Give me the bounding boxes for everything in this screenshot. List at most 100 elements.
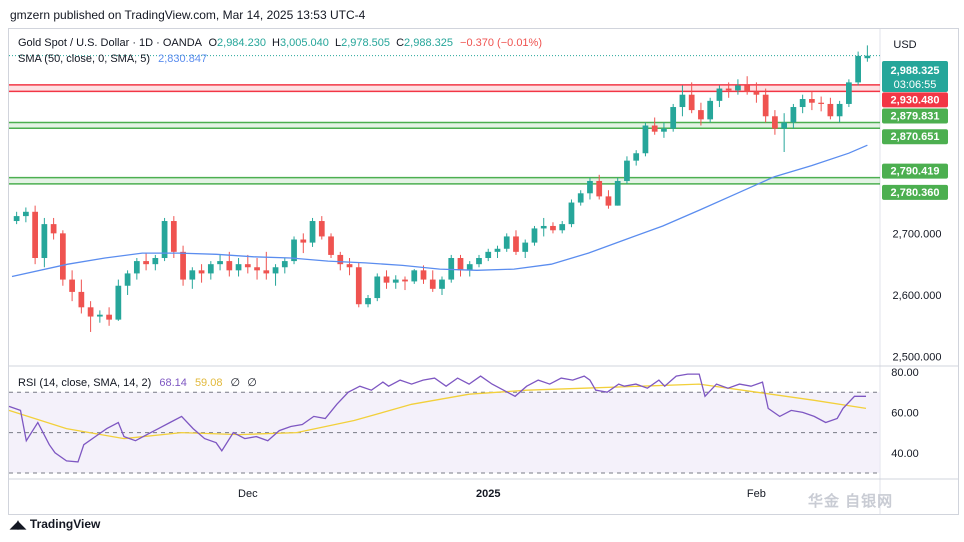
rsi-legend[interactable]: RSI (14, close, SMA, 14, 2) 68.14 59.08 … — [18, 377, 257, 389]
candle — [96, 310, 103, 323]
rsi-legend-label: RSI (14, close, SMA, 14, 2) — [18, 377, 151, 389]
candle — [143, 253, 149, 271]
candle — [411, 269, 418, 284]
zone-fill-2 — [9, 177, 880, 184]
svg-text:Gold Spot / U.S. Dollar · 1D ·: Gold Spot / U.S. Dollar · 1D · OANDA O2,… — [18, 37, 542, 49]
candle — [781, 113, 788, 153]
candle — [402, 276, 408, 291]
currency-label[interactable]: USD — [893, 39, 916, 51]
rsi-tick-label: 80.00 — [891, 367, 919, 379]
watermark-logo: 华金 自银网 — [808, 493, 894, 510]
candle — [744, 76, 751, 95]
rsi-tick-label: 40.00 — [891, 448, 919, 460]
sma-line — [11, 144, 868, 278]
candle — [476, 254, 482, 268]
candle — [494, 245, 501, 259]
candle — [69, 270, 75, 302]
zone-label-text: 2,870.651 — [891, 131, 940, 143]
zone-label-text: 2,790.419 — [891, 166, 940, 178]
main-legend[interactable]: Gold Spot / U.S. Dollar · 1D · OANDA O2,… — [18, 37, 542, 65]
rsi-na-2: ∅ — [247, 377, 257, 389]
candle — [244, 254, 251, 274]
candle — [50, 217, 57, 240]
zone-label-badge — [882, 92, 948, 108]
footer-brand-label: TradingView — [29, 517, 101, 531]
candle — [670, 103, 677, 132]
zone-label-badge — [882, 184, 948, 200]
candle — [651, 117, 658, 135]
change-value: −0.370 (−0.01%) — [460, 37, 542, 49]
candle — [633, 150, 640, 166]
rsi-line — [8, 373, 866, 463]
candle — [827, 97, 834, 120]
candle — [198, 264, 205, 283]
candle — [374, 273, 381, 302]
candle — [688, 82, 695, 114]
candle — [170, 216, 177, 259]
candle — [642, 122, 649, 157]
candle — [772, 110, 778, 135]
candle — [624, 156, 630, 185]
svg-text:RSI (14, close, SMA, 14, 2): RSI (14, close, SMA, 14, 2) 68.14 59.08 … — [18, 377, 257, 389]
candle — [605, 190, 612, 209]
zone-price-labels: 2,941.0322,930.4802,879.8312,870.6512,79… — [882, 70, 948, 200]
candle — [124, 270, 131, 295]
zone-label-badge — [882, 163, 948, 179]
price-tick-label: 2,700.000 — [893, 228, 942, 240]
candles-layer — [13, 45, 871, 332]
candle — [309, 217, 316, 247]
last-price-label: 2,988.325 — [891, 65, 940, 77]
last-price-badge — [882, 61, 948, 92]
candle — [568, 199, 575, 228]
candle — [846, 79, 852, 108]
rsi-legend-value: 68.14 — [159, 377, 187, 389]
candle — [559, 221, 566, 234]
candle — [614, 177, 621, 206]
candle — [180, 245, 186, 286]
candle — [263, 251, 270, 280]
candle — [679, 85, 686, 117]
candle — [346, 258, 353, 276]
candle — [32, 205, 38, 265]
high-value: 3,005.040 — [280, 37, 329, 49]
candle — [513, 230, 519, 255]
rsi-axis[interactable]: 40.00 60.00 80.00 — [891, 367, 919, 460]
candle — [365, 294, 371, 308]
candle — [485, 248, 492, 262]
candle — [725, 82, 732, 98]
low-value: 2,978.505 — [341, 37, 390, 49]
time-axis[interactable]: Dec2025FebMar — [238, 488, 964, 500]
footer-brand[interactable]: ◢◣ TradingView — [10, 517, 100, 531]
candle — [59, 230, 66, 286]
rsi-band-layer — [9, 391, 880, 474]
candle — [207, 261, 214, 280]
svg-text:SMA (50, close, 0, SMA, 5): SMA (50, close, 0, SMA, 5) 2,830.847 — [18, 53, 207, 65]
candle — [254, 258, 260, 280]
price-tick-label: 2,500.000 — [893, 352, 942, 364]
candle — [790, 103, 797, 129]
candle — [735, 79, 741, 95]
candle — [522, 239, 529, 259]
zone-label-badge — [882, 108, 948, 124]
zone-label-text: 2,930.480 — [891, 94, 940, 106]
candle — [281, 258, 288, 274]
zone-label-text: 2,780.360 — [891, 187, 940, 199]
open-value: 2,984.230 — [217, 37, 266, 49]
publisher-credit: gmzern published on TradingView.com, Mar… — [10, 8, 366, 22]
candle — [836, 100, 843, 123]
time-tick-label: Feb — [747, 488, 766, 500]
candle — [762, 88, 769, 123]
candle — [540, 217, 547, 237]
candle — [41, 217, 48, 268]
candle — [420, 265, 427, 284]
sma-legend-value: 2,830.847 — [158, 53, 207, 65]
candle — [855, 51, 861, 86]
chart-frame — [8, 28, 959, 515]
time-tick-label: 2025 — [476, 488, 500, 500]
candle — [13, 211, 20, 225]
candle — [189, 267, 196, 289]
zone-label-badge — [882, 129, 948, 145]
candle — [318, 216, 325, 240]
zone-fill-1 — [9, 122, 880, 129]
